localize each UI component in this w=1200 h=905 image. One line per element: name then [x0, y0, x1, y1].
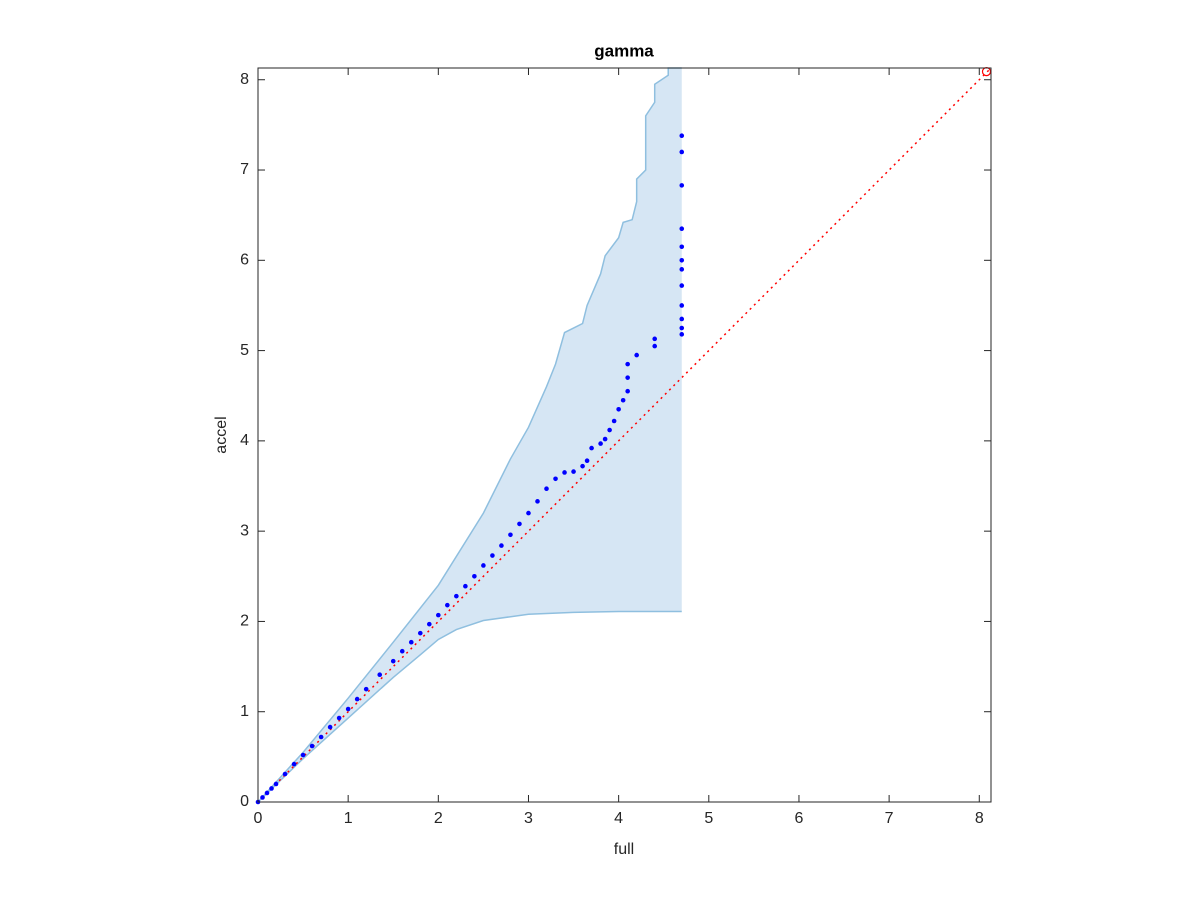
y-tick-label: 5 [240, 342, 249, 359]
data-point [463, 583, 468, 589]
data-point [584, 458, 590, 464]
y-tick-label: 0 [240, 793, 249, 810]
data-point [454, 593, 459, 599]
data-point [652, 336, 658, 342]
y-tick-label: 6 [240, 252, 249, 269]
data-point [282, 771, 288, 777]
y-tick-label: 8 [240, 71, 249, 88]
x-tick-label: 4 [614, 810, 623, 827]
y-tick-label: 1 [240, 703, 249, 720]
data-point [526, 510, 531, 516]
data-point [679, 244, 685, 250]
data-point [544, 486, 549, 492]
x-tick-label: 0 [254, 810, 263, 827]
x-tick-label: 7 [885, 810, 894, 827]
data-point [300, 752, 306, 758]
x-tick-label: 8 [975, 810, 984, 827]
y-tick-label: 4 [240, 432, 249, 449]
data-point [553, 476, 558, 482]
axes-box [257, 67, 992, 803]
data-point [580, 463, 585, 469]
y-axis-label: accel [213, 416, 230, 453]
data-point [399, 648, 405, 654]
confidence-band [258, 68, 682, 802]
data-point [377, 672, 383, 678]
data-point [390, 658, 396, 664]
data-point [679, 258, 685, 263]
data-point [327, 724, 333, 730]
data-point [679, 283, 685, 288]
x-tick-label: 3 [524, 810, 533, 827]
data-point [602, 436, 608, 442]
data-point [679, 267, 685, 272]
data-point [535, 499, 540, 504]
data-point [625, 388, 630, 394]
data-point [345, 706, 351, 712]
data-point [318, 734, 324, 740]
data-point [571, 469, 576, 474]
x-tick-label: 2 [434, 810, 443, 827]
data-point [625, 361, 630, 367]
data-point [427, 621, 432, 627]
data-point [499, 543, 504, 548]
data-point [336, 715, 342, 721]
data-point [269, 786, 274, 791]
data-point [508, 532, 513, 538]
data-point [652, 343, 658, 349]
data-point [679, 183, 685, 188]
data-point [408, 639, 414, 645]
data-point [445, 602, 450, 608]
data-point [625, 375, 630, 380]
data-point [679, 303, 685, 308]
data-point [436, 612, 441, 618]
data-point [616, 406, 621, 412]
data-point [260, 795, 265, 800]
x-tick-label: 6 [795, 810, 804, 827]
data-point [264, 790, 270, 796]
reference-line [257, 67, 992, 803]
data-point [309, 743, 315, 749]
x-axis-label: full [614, 841, 634, 858]
data-point [472, 573, 477, 579]
x-tick-label: 5 [704, 810, 713, 827]
chart-title: gamma [594, 41, 654, 60]
band-edge [257, 610, 682, 803]
data-point [679, 226, 685, 232]
band-edge [257, 67, 682, 803]
data-point [679, 316, 685, 322]
data-point [611, 418, 617, 424]
x-tick-label: 1 [344, 810, 353, 827]
data-point [481, 563, 486, 568]
data-point [620, 397, 626, 403]
data-point [562, 470, 567, 475]
y-tick-label: 3 [240, 522, 249, 539]
data-point [490, 553, 495, 558]
data-point [634, 352, 639, 358]
data-point [354, 696, 360, 702]
data-point [679, 325, 685, 331]
data-point [679, 133, 685, 139]
data-point [417, 630, 423, 636]
data-point [589, 445, 594, 451]
data-point [273, 781, 279, 787]
y-tick-label: 7 [240, 161, 249, 178]
data-point [679, 332, 685, 337]
data-point [598, 441, 603, 446]
data-point [517, 521, 522, 527]
data-point [291, 761, 297, 767]
data-point [679, 149, 685, 155]
y-tick-label: 2 [240, 613, 249, 630]
data-point [607, 427, 612, 433]
data-point [363, 686, 369, 692]
